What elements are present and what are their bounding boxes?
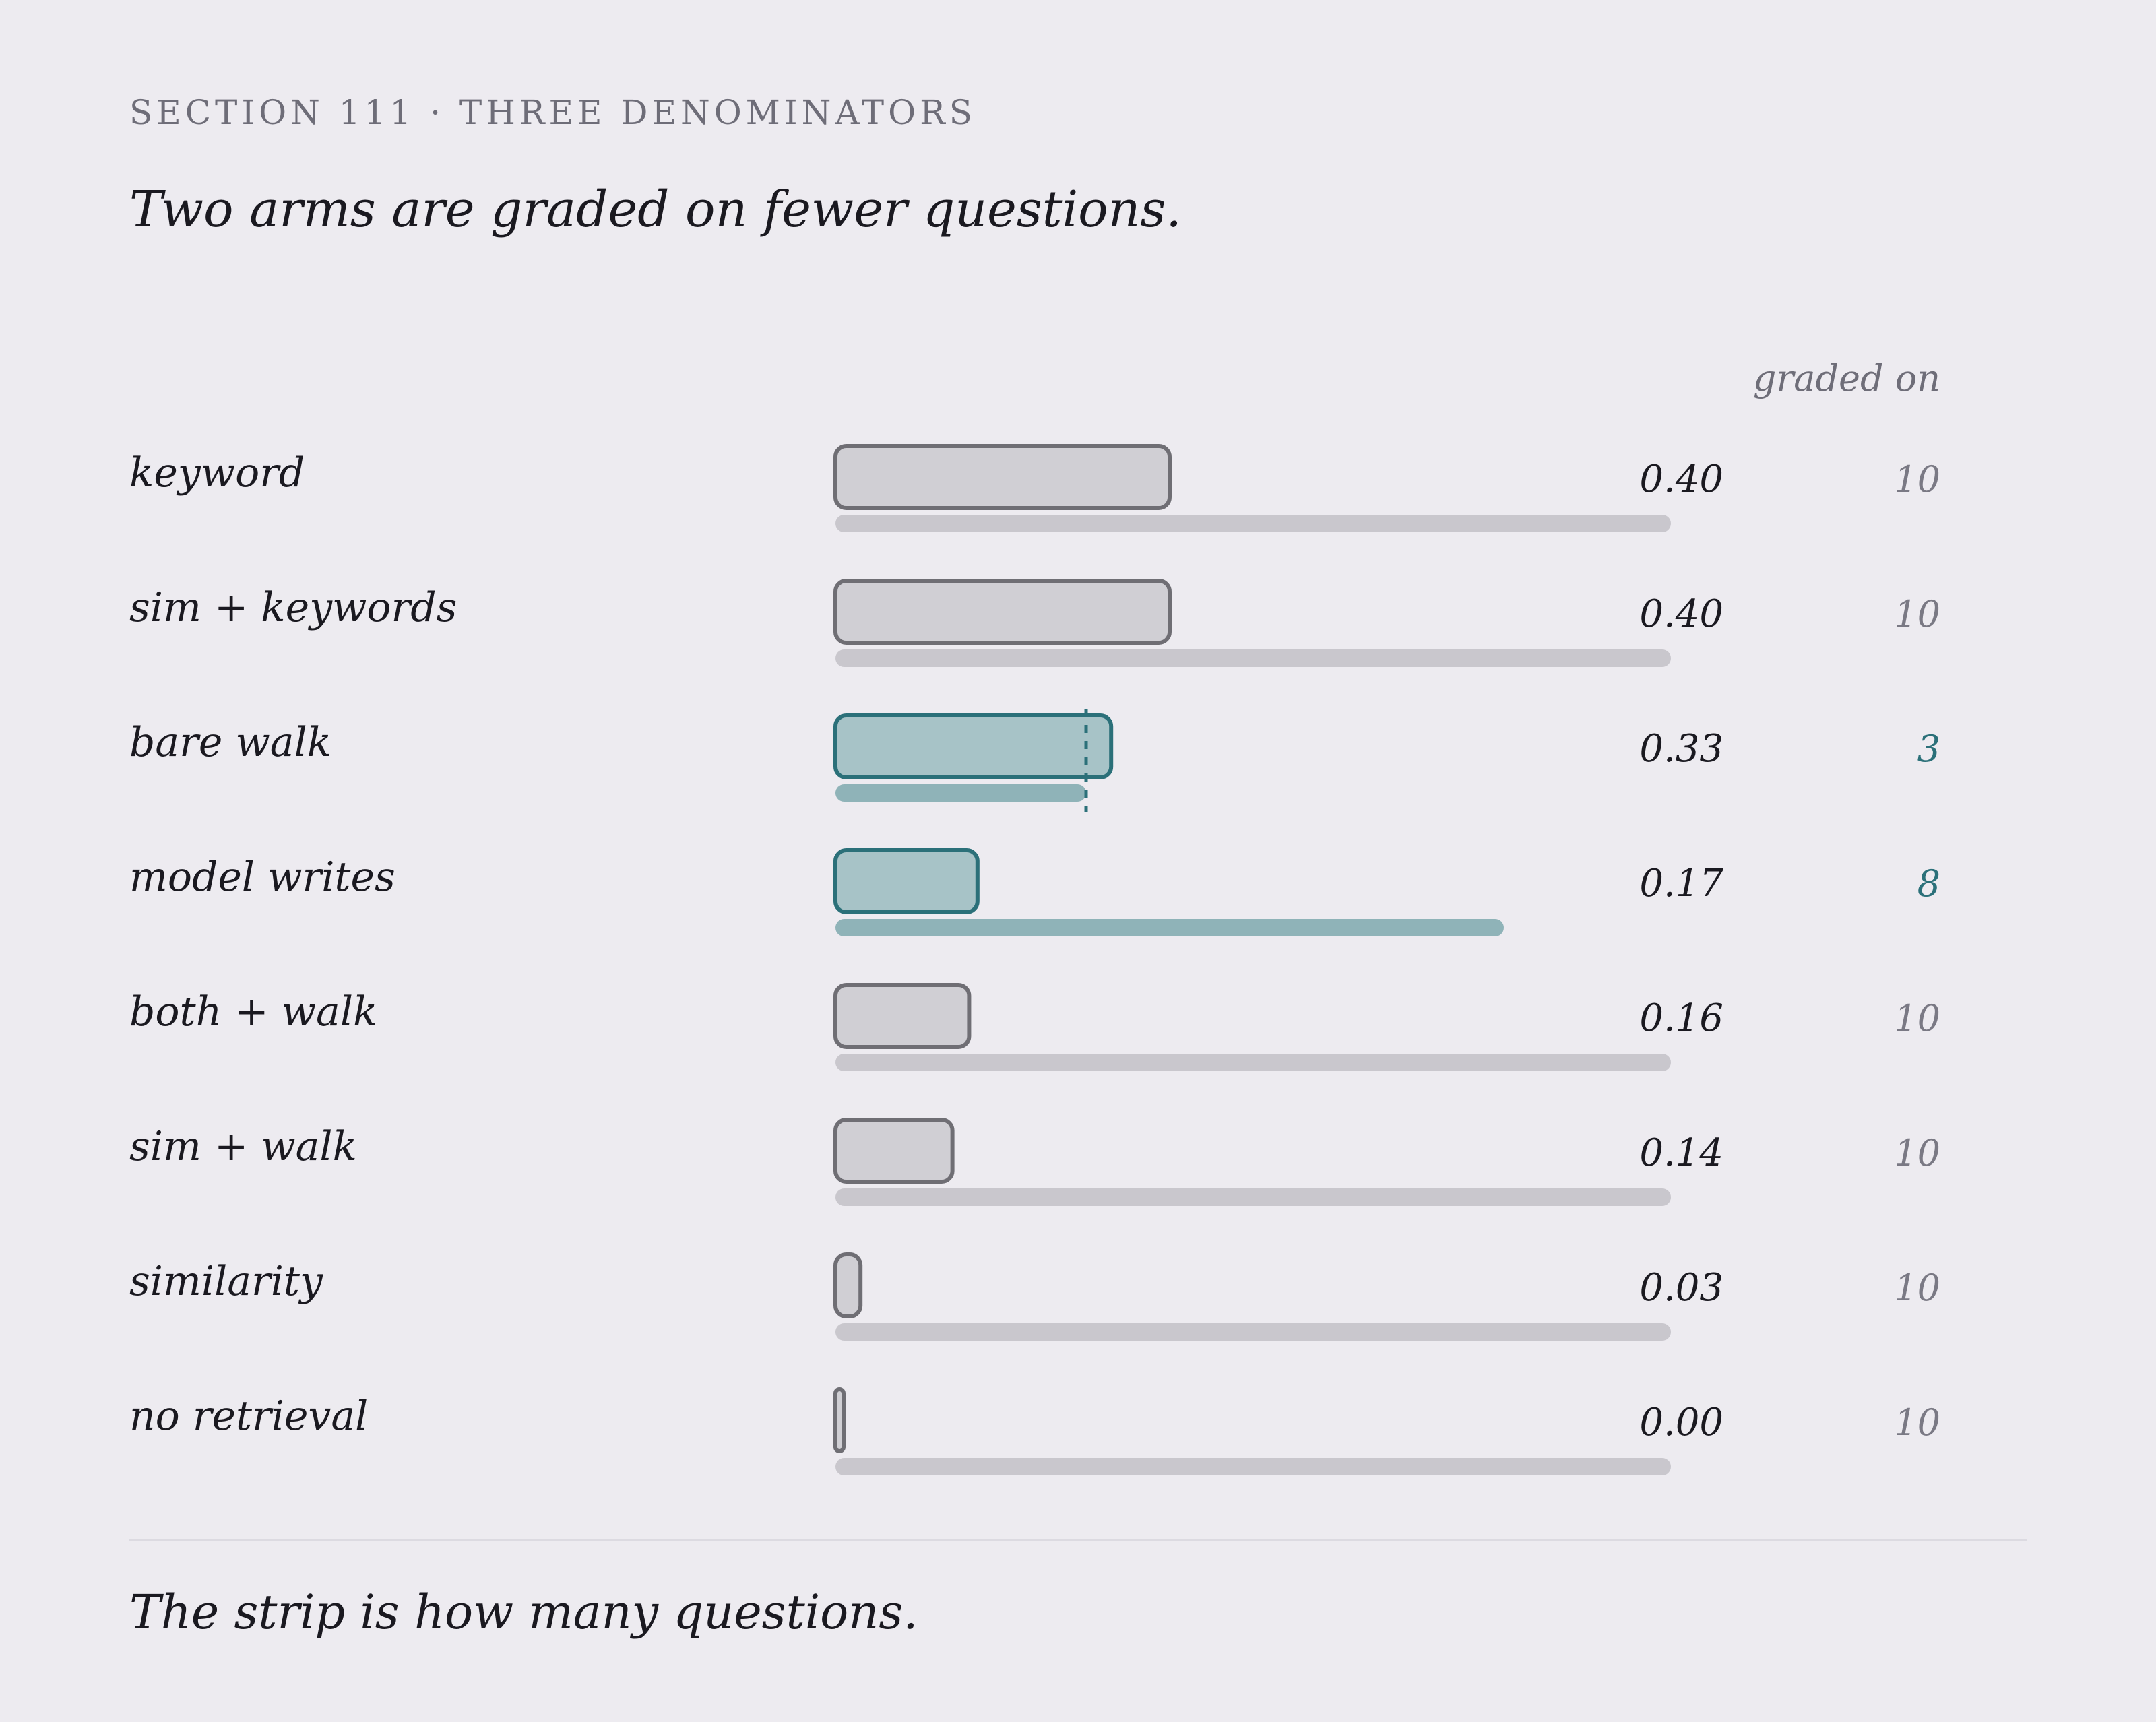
bar [833, 1387, 846, 1453]
question-strip [835, 1323, 1671, 1341]
row-label: keyword [129, 449, 305, 497]
graded-on-count: 10 [1894, 1401, 1940, 1444]
question-strip [835, 784, 1086, 802]
graded-on-count: 3 [1917, 728, 1940, 770]
bar [833, 983, 972, 1049]
value-label: 0.17 [1639, 862, 1723, 905]
question-strip [835, 1458, 1671, 1475]
graded-on-count: 10 [1894, 997, 1940, 1040]
graded-on-count: 10 [1894, 1267, 1940, 1309]
row-label: similarity [129, 1258, 323, 1305]
row-label: sim + keywords [129, 584, 457, 631]
question-strip [835, 649, 1671, 667]
question-strip [835, 919, 1504, 936]
bar [833, 579, 1172, 645]
row-label: no retrieval [129, 1393, 368, 1440]
graded-on-count: 10 [1894, 593, 1940, 635]
value-label: 0.40 [1639, 457, 1723, 501]
question-strip [835, 515, 1671, 532]
divider [129, 1539, 2027, 1541]
question-strip [835, 1188, 1671, 1206]
value-label: 0.33 [1639, 727, 1723, 771]
footnote: The strip is how many questions. [129, 1585, 918, 1640]
value-label: 0.03 [1639, 1266, 1723, 1310]
value-label: 0.16 [1639, 996, 1723, 1040]
bar [833, 1252, 863, 1318]
row-label: bare walk [129, 719, 331, 766]
graded-on-count: 8 [1917, 862, 1940, 905]
bar [833, 713, 1114, 779]
bar [833, 1118, 955, 1184]
value-label: 0.00 [1639, 1401, 1723, 1444]
graded-on-column-header: graded on [1752, 357, 1940, 400]
bar [833, 848, 980, 914]
graded-on-count: 10 [1894, 458, 1940, 501]
value-label: 0.40 [1639, 592, 1723, 636]
row-label: both + walk [129, 988, 377, 1035]
question-strip [835, 1054, 1671, 1071]
bar [833, 444, 1172, 510]
graded-on-count: 10 [1894, 1132, 1940, 1174]
row-label: sim + walk [129, 1123, 357, 1170]
value-label: 0.14 [1639, 1131, 1723, 1175]
bar-chart: keyword 0.40 10 sim + keywords 0.40 10 bare wa… [129, 444, 1940, 1475]
row-label: model writes [129, 854, 395, 901]
section-eyebrow: SECTION 111 · THREE DENOMINATORS [129, 93, 976, 132]
chart-headline: Two arms are graded on fewer questions. [129, 181, 1182, 238]
